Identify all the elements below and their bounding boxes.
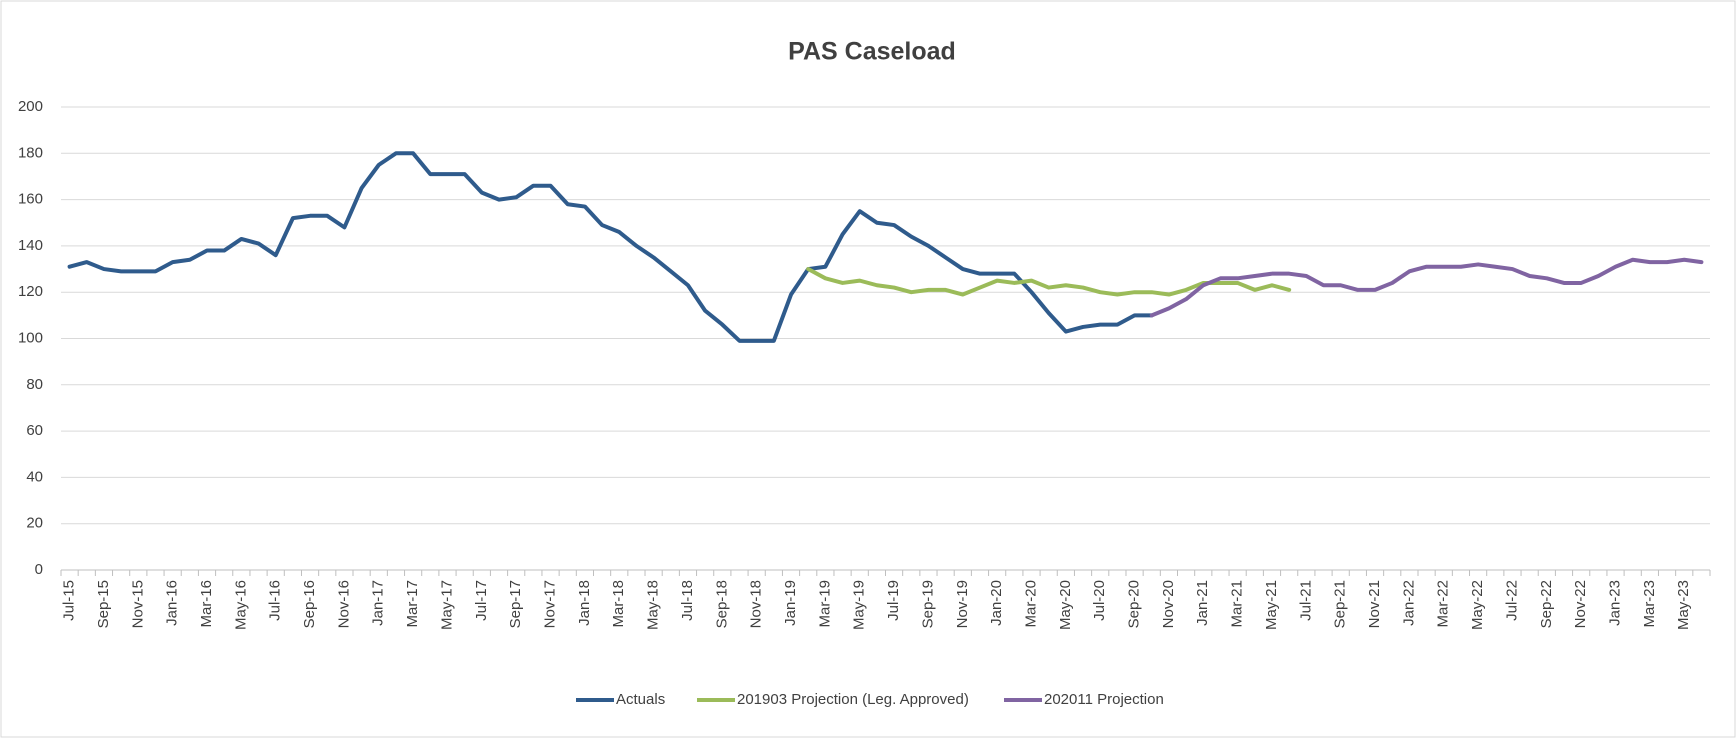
x-tick-label: May-19 [851,580,868,630]
x-tick-label: May-23 [1675,580,1692,630]
y-tick-label: 200 [18,98,43,115]
legend-label: 201903 Projection (Leg. Approved) [737,691,969,708]
legend-label: Actuals [616,691,665,708]
y-tick-label: 180 [18,144,43,161]
x-tick-label: Nov-18 [748,580,765,628]
x-tick-label: Nov-17 [542,580,559,628]
x-tick-label: May-18 [645,580,662,630]
y-tick-label: 20 [26,515,43,532]
chart-title: PAS Caseload [788,38,956,66]
x-tick-label: Nov-22 [1572,580,1589,628]
x-tick-label: Jan-16 [164,580,181,626]
y-tick-label: 80 [26,376,43,393]
y-tick-label: 100 [18,329,43,346]
x-tick-label: Mar-16 [198,580,215,628]
x-tick-label: May-20 [1057,580,1074,630]
x-tick-label: May-17 [438,580,455,630]
x-tick-label: Jul-17 [473,580,490,621]
x-tick-label: Mar-22 [1435,580,1452,628]
x-tick-label: Mar-17 [404,580,421,628]
x-tick-label: Nov-21 [1366,580,1383,628]
y-tick-label: 160 [18,191,43,208]
y-tick-label: 60 [26,422,43,439]
x-tick-label: Mar-21 [1229,580,1246,628]
x-tick-label: May-16 [232,580,249,630]
x-tick-label: Jul-22 [1503,580,1520,621]
x-tick-label: Sep-20 [1126,580,1143,628]
x-tick-label: Sep-22 [1538,580,1555,628]
x-tick-label: Mar-18 [610,580,627,628]
x-tick-label: Jan-18 [576,580,593,626]
x-tick-label: Jan-21 [1194,580,1211,626]
x-tick-label: Sep-15 [95,580,112,628]
series-line [1149,257,1704,318]
y-tick-label: 40 [26,468,43,485]
x-tick-label: Jan-17 [370,580,387,626]
x-tick-label: Mar-19 [816,580,833,628]
x-tick-label: Nov-19 [954,580,971,628]
x-tick-label: Mar-20 [1022,580,1039,628]
x-tick-label: Jan-20 [988,580,1005,626]
x-tick-label: Sep-16 [301,580,318,628]
x-tick-label: Jul-15 [61,580,78,621]
x-tick-label: Jul-16 [267,580,284,621]
x-tick-label: May-21 [1263,580,1280,630]
series-line [67,151,1154,343]
x-tick-label: Jan-23 [1606,580,1623,626]
y-tick-label: 0 [35,561,43,578]
x-tick-label: Sep-17 [507,580,524,628]
x-tick-label: Jul-21 [1297,580,1314,621]
x-tick-label: Nov-15 [129,580,146,628]
x-tick-label: Jul-18 [679,580,696,621]
y-tick-label: 140 [18,237,43,254]
x-tick-label: Jul-19 [885,580,902,621]
y-tick-label: 120 [18,283,43,300]
legend-label: 202011 Projection [1044,691,1164,708]
x-tick-label: May-22 [1469,580,1486,630]
x-tick-label: Sep-21 [1332,580,1349,628]
x-tick-label: Jan-19 [782,580,799,626]
x-tick-label: Jan-22 [1400,580,1417,626]
x-tick-label: Mar-23 [1641,580,1658,628]
x-tick-label: Sep-19 [919,580,936,628]
x-tick-label: Nov-16 [335,580,352,628]
x-tick-label: Sep-18 [713,580,730,628]
x-tick-label: Jul-20 [1091,580,1108,621]
x-tick-label: Nov-20 [1160,580,1177,628]
